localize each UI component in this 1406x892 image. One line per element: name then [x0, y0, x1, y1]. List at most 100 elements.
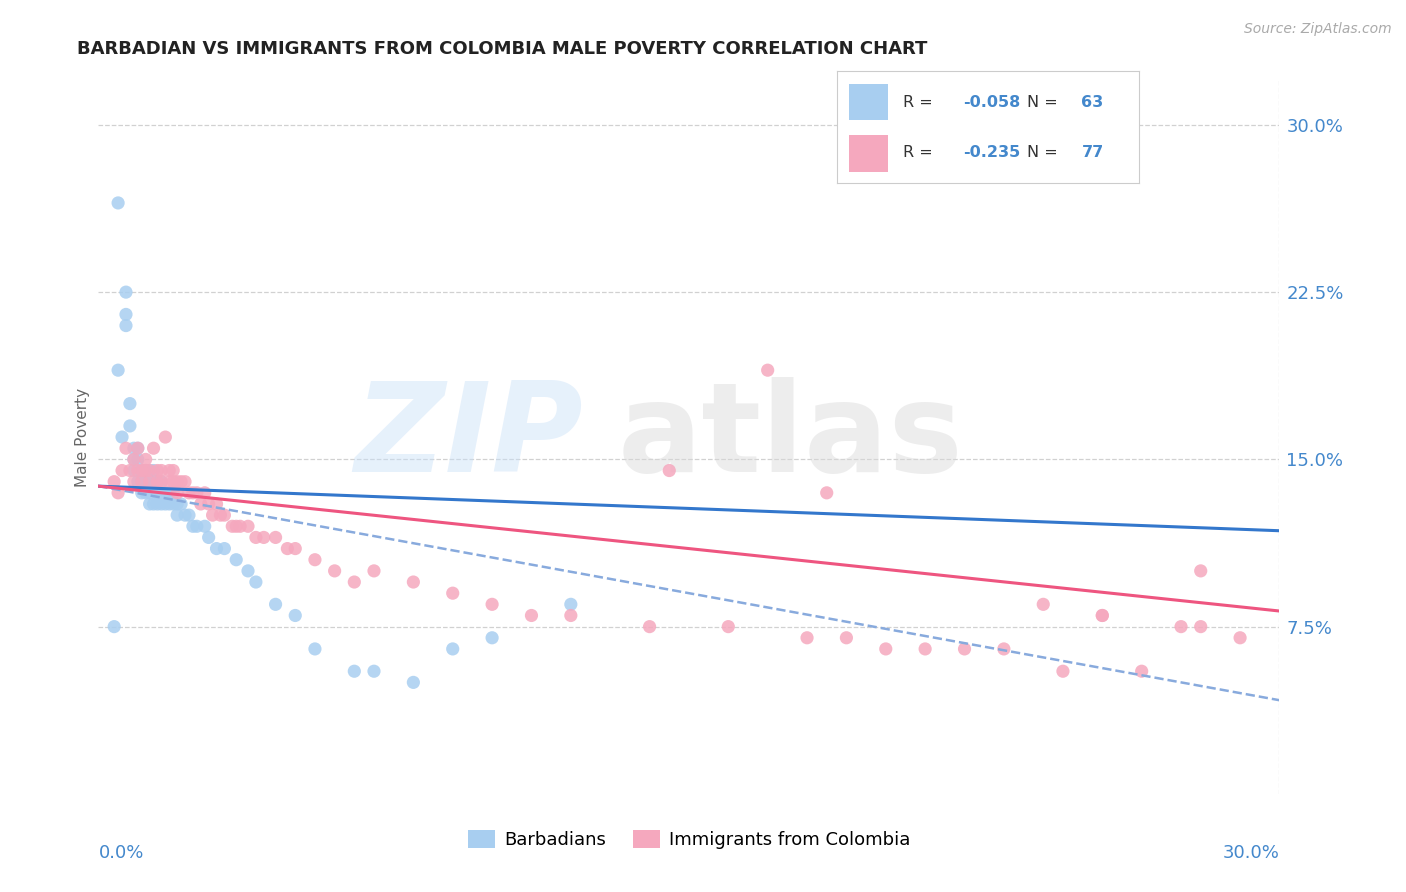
- Point: [284, 541, 307, 556]
- Point: [875, 642, 897, 657]
- Point: [115, 285, 138, 300]
- Point: [127, 452, 149, 467]
- Point: [135, 475, 157, 489]
- Point: [343, 664, 366, 679]
- Point: [1091, 608, 1114, 623]
- Point: [245, 575, 267, 590]
- Point: [276, 541, 298, 556]
- Point: [122, 442, 145, 455]
- Point: [914, 642, 936, 657]
- Point: [115, 307, 138, 322]
- Point: [343, 575, 366, 590]
- Point: [142, 442, 165, 455]
- Point: [157, 464, 180, 478]
- Point: [146, 464, 169, 478]
- Point: [135, 464, 157, 478]
- Point: [142, 475, 165, 489]
- Text: ZIP: ZIP: [354, 376, 582, 498]
- Point: [162, 464, 184, 478]
- Point: [146, 497, 169, 511]
- Point: [441, 642, 464, 657]
- Point: [150, 475, 173, 489]
- Text: Source: ZipAtlas.com: Source: ZipAtlas.com: [1244, 22, 1392, 37]
- Point: [166, 497, 188, 511]
- Point: [481, 631, 503, 645]
- Point: [174, 508, 197, 523]
- Point: [138, 464, 160, 478]
- Point: [146, 485, 169, 500]
- Text: N =: N =: [1026, 145, 1063, 161]
- Point: [122, 452, 145, 467]
- Point: [1189, 619, 1212, 633]
- Point: [166, 485, 188, 500]
- Point: [190, 497, 212, 511]
- Point: [111, 430, 134, 444]
- Point: [236, 519, 259, 533]
- Point: [107, 485, 129, 500]
- Point: [402, 575, 425, 590]
- Point: [304, 552, 326, 567]
- Point: [135, 452, 157, 467]
- Text: BARBADIAN VS IMMIGRANTS FROM COLOMBIA MALE POVERTY CORRELATION CHART: BARBADIAN VS IMMIGRANTS FROM COLOMBIA MA…: [77, 40, 928, 58]
- Point: [225, 519, 247, 533]
- Point: [221, 519, 243, 533]
- Point: [796, 631, 818, 645]
- Point: [107, 363, 129, 377]
- Point: [122, 452, 145, 467]
- Point: [162, 497, 184, 511]
- Point: [363, 664, 385, 679]
- Point: [181, 485, 204, 500]
- Point: [103, 619, 125, 633]
- Point: [245, 530, 267, 544]
- Point: [157, 497, 180, 511]
- Text: R =: R =: [903, 145, 938, 161]
- Text: R =: R =: [903, 95, 938, 110]
- Point: [166, 508, 188, 523]
- Point: [304, 642, 326, 657]
- Point: [205, 541, 228, 556]
- Point: [122, 475, 145, 489]
- Point: [225, 552, 247, 567]
- Point: [150, 464, 173, 478]
- Point: [1032, 598, 1054, 612]
- Point: [205, 497, 228, 511]
- Point: [214, 541, 236, 556]
- Point: [155, 485, 177, 500]
- Point: [717, 619, 740, 633]
- Point: [1130, 664, 1153, 679]
- Point: [157, 475, 180, 489]
- Point: [560, 608, 582, 623]
- Legend: Barbadians, Immigrants from Colombia: Barbadians, Immigrants from Colombia: [460, 822, 918, 856]
- Point: [127, 464, 149, 478]
- Point: [111, 464, 134, 478]
- Point: [186, 519, 208, 533]
- Point: [127, 442, 149, 455]
- Point: [197, 530, 219, 544]
- Point: [323, 564, 346, 578]
- Point: [194, 519, 217, 533]
- Point: [1229, 631, 1251, 645]
- Point: [118, 464, 141, 478]
- Point: [993, 642, 1015, 657]
- Point: [103, 475, 125, 489]
- Point: [284, 608, 307, 623]
- Text: -0.235: -0.235: [963, 145, 1021, 161]
- Point: [815, 485, 838, 500]
- Point: [835, 631, 858, 645]
- Y-axis label: Male Poverty: Male Poverty: [75, 387, 90, 487]
- Point: [162, 475, 184, 489]
- Point: [560, 598, 582, 612]
- Point: [638, 619, 661, 633]
- Point: [186, 485, 208, 500]
- Text: 0.0%: 0.0%: [98, 844, 143, 862]
- Text: N =: N =: [1026, 95, 1063, 110]
- Point: [138, 497, 160, 511]
- Point: [253, 530, 276, 544]
- Point: [138, 475, 160, 489]
- Point: [402, 675, 425, 690]
- Point: [138, 485, 160, 500]
- Point: [363, 564, 385, 578]
- Point: [131, 464, 153, 478]
- Point: [197, 497, 219, 511]
- Point: [122, 464, 145, 478]
